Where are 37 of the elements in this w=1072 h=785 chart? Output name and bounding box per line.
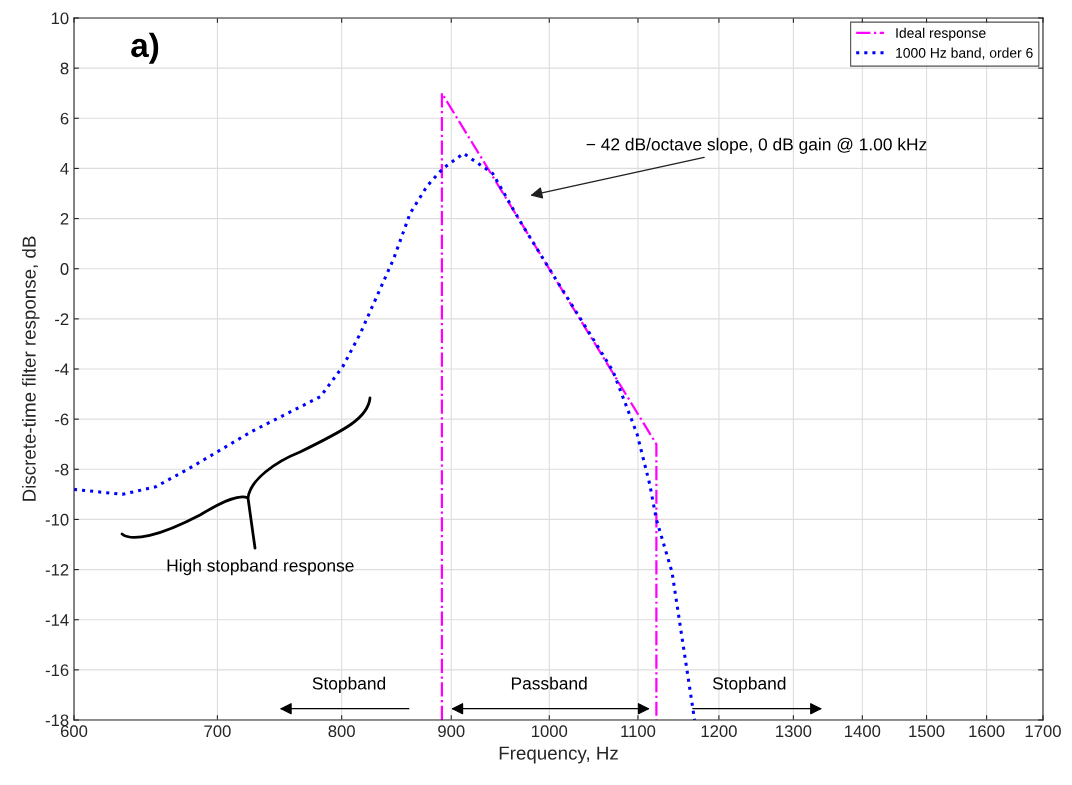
x-tick-label: 1200 (701, 725, 737, 738)
annotation: a) (131, 32, 159, 64)
legend-label: Ideal response (896, 27, 986, 41)
x-tick-label: 800 (328, 725, 355, 738)
x-tick-label: 600 (60, 725, 88, 738)
y-tick-label: -6 (55, 413, 69, 426)
y-tick-label: 10 (51, 12, 69, 25)
x-tick-label: 700 (204, 725, 231, 738)
x-tick-label: 900 (438, 725, 465, 738)
x-axis-title: Frequency, Hz (499, 746, 618, 764)
y-tick-label: -2 (55, 313, 69, 325)
y-tick-label: -16 (45, 664, 69, 677)
y-tick-label: -18 (45, 714, 69, 727)
x-tick-label: 1100 (621, 725, 656, 738)
y-tick-label: -10 (45, 513, 69, 526)
annotation: High stopband response (167, 558, 354, 576)
y-tick-label: -4 (55, 363, 69, 376)
y-tick-label: 6 (60, 112, 69, 125)
y-tick-label: 8 (60, 62, 69, 75)
y-tick-label: -14 (45, 614, 69, 626)
x-tick-label: 1700 (1025, 725, 1061, 738)
x-tick-label: 1500 (909, 725, 945, 738)
y-tick-label: 2 (60, 212, 69, 225)
annotation: Stopband (312, 676, 386, 693)
x-tick-label: 1400 (845, 725, 881, 738)
x-tick-label: 1000 (532, 725, 568, 738)
annotation: − 42 dB/octave slope, 0 dB gain @ 1.00 kHz (586, 137, 927, 154)
y-tick-label: -8 (55, 463, 69, 476)
legend-label: 1000 Hz band, order 6 (896, 47, 1033, 60)
annotation: Stopband (712, 676, 786, 693)
x-tick-label: 1300 (776, 725, 812, 738)
x-tick-label: 1600 (969, 725, 1005, 738)
y-tick-label: 0 (60, 263, 69, 275)
annotation: Passband (511, 676, 587, 690)
y-tick-label: 4 (60, 163, 69, 175)
y-tick-label: -12 (45, 563, 69, 576)
y-axis-title: Discrete-time filter response, dB (22, 236, 40, 501)
